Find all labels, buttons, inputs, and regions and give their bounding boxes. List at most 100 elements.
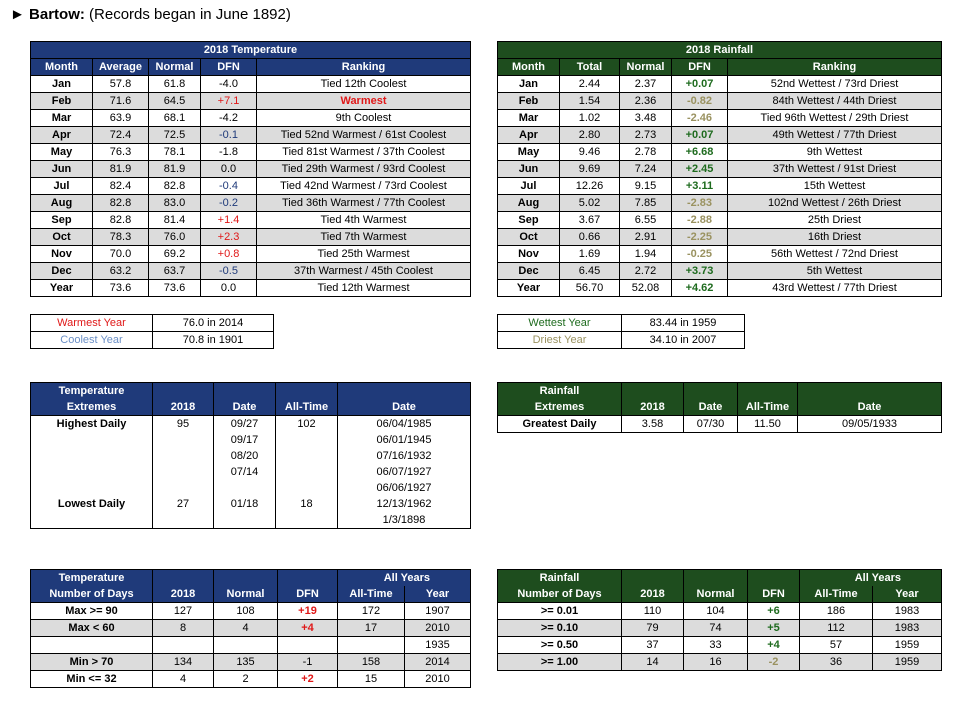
temp-normal: 81.4	[148, 211, 201, 229]
temp-ext-header-2: Extremes	[30, 399, 153, 416]
rain-ext-value-2018: 3.58	[621, 415, 684, 433]
rain-ranking: 43rd Wettest / 77th Driest	[727, 279, 942, 297]
temp-days-count-2018	[152, 636, 214, 654]
temp-days-label: Min <= 32	[30, 670, 153, 688]
temp-row: Nov 70.0 69.2 +0.8 Tied 25th Warmest	[30, 245, 471, 263]
temp-dfn: -4.0	[200, 75, 257, 93]
rain-row: Feb 1.54 2.36 -0.82 84th Wettest / 44th Drie…	[497, 92, 942, 110]
temp-days-row: Max < 60 8 4 +4 17 2010	[30, 619, 471, 637]
temp-days-year: 2010	[404, 670, 471, 688]
rainfall-table-title: 2018 Rainfall	[497, 41, 942, 59]
rain-month: Year	[497, 279, 560, 297]
temp-normal: 81.9	[148, 160, 201, 178]
temp-ext-row: Lowest Daily 27 01/18 18 12/13/1962	[30, 496, 471, 512]
temperature-days-table: Temperature 2018 Normal DFN All Years Nu…	[30, 569, 471, 688]
rain-days-dfn: +4	[747, 636, 800, 654]
temp-ranking: Tied 42nd Warmest / 73rd Coolest	[256, 177, 471, 195]
rain-normal: 1.94	[619, 245, 672, 263]
temp-value: 73.6	[92, 279, 149, 297]
temp-days-label: Max >= 90	[30, 602, 153, 620]
temp-ranking: 9th Coolest	[256, 109, 471, 127]
temp-row: Sep 82.8 81.4 +1.4 Tied 4th Warmest	[30, 211, 471, 229]
rain-year-record-row: Driest Year 34.10 in 2007	[497, 331, 745, 349]
rain-days-normal: 104	[683, 602, 748, 620]
rain-year-record-row: Wettest Year 83.44 in 1959	[497, 314, 745, 332]
rain-days-alltime: 57	[799, 636, 873, 654]
rain-value: 6.45	[559, 262, 620, 280]
rain-normal: 2.78	[619, 143, 672, 161]
temp-ext-value-alltime: 102	[275, 415, 338, 432]
temp-ext-label	[30, 480, 153, 496]
temp-month: Mar	[30, 109, 93, 127]
temp-days-header-1: Temperature	[30, 569, 153, 586]
temp-normal: 73.6	[148, 279, 201, 297]
rain-col-total: Total	[559, 58, 620, 76]
rain-days-count-2018: 14	[621, 653, 684, 671]
temp-days-col-normal: Normal	[213, 569, 278, 603]
rain-year-record-value: 34.10 in 2007	[621, 331, 745, 349]
rain-days-row: >= 0.50 37 33 +4 57 1959	[497, 636, 942, 654]
rain-row: Sep 3.67 6.55 -2.88 25th Driest	[497, 211, 942, 229]
temp-row: Jul 82.4 82.8 -0.4 Tied 42nd Warmest / 73rd …	[30, 177, 471, 195]
rain-days-count-2018: 37	[621, 636, 684, 654]
rain-normal: 2.91	[619, 228, 672, 246]
temp-days-col-year: Year	[404, 586, 471, 603]
rain-value: 12.26	[559, 177, 620, 195]
temp-normal: 64.5	[148, 92, 201, 110]
temp-ext-col-date2: Date	[337, 382, 471, 416]
temp-value: 63.2	[92, 262, 149, 280]
temp-month: Aug	[30, 194, 93, 212]
rain-days-col-alltime: All-Time	[799, 586, 873, 603]
rain-normal: 7.85	[619, 194, 672, 212]
temp-value: 63.9	[92, 109, 149, 127]
rain-dfn: -0.25	[671, 245, 728, 263]
rain-month: May	[497, 143, 560, 161]
station-name: Bartow:	[29, 6, 85, 23]
rain-ext-col-date2: Date	[797, 382, 942, 416]
rain-days-col-year: Year	[872, 586, 942, 603]
temp-year-record-row: Warmest Year 76.0 in 2014	[30, 314, 274, 332]
temp-row: Oct 78.3 76.0 +2.3 Tied 7th Warmest	[30, 228, 471, 246]
rain-days-year: 1983	[872, 619, 942, 637]
temp-month: Jun	[30, 160, 93, 178]
temp-days-dfn: -1	[277, 653, 338, 671]
rain-year-record-label: Driest Year	[497, 331, 622, 349]
page-title: ► Bartow: (Records began in June 1892)	[10, 6, 291, 23]
rain-value: 2.80	[559, 126, 620, 144]
rain-value: 9.46	[559, 143, 620, 161]
rain-days-normal: 33	[683, 636, 748, 654]
rain-days-col-dfn: DFN	[747, 569, 800, 603]
temp-month: Jul	[30, 177, 93, 195]
temp-ext-value-2018	[152, 432, 214, 448]
rain-days-all-years: All Years	[799, 569, 942, 586]
temp-dfn: +2.3	[200, 228, 257, 246]
rain-month: Oct	[497, 228, 560, 246]
temp-col-ranking: Ranking	[256, 58, 471, 76]
rain-month: Dec	[497, 262, 560, 280]
rain-days-year: 1983	[872, 602, 942, 620]
rain-dfn: -2.46	[671, 109, 728, 127]
temp-row: Year 73.6 73.6 0.0 Tied 12th Warmest	[30, 279, 471, 297]
temp-ext-row: Highest Daily 95 09/27 102 06/04/1985	[30, 415, 471, 432]
rain-year-record-value: 83.44 in 1959	[621, 314, 745, 332]
rain-days-col-normal: Normal	[683, 569, 748, 603]
temp-normal: 82.8	[148, 177, 201, 195]
temp-days-row: 1935	[30, 636, 471, 654]
temp-ranking: Tied 81st Warmest / 37th Coolest	[256, 143, 471, 161]
rain-value: 3.67	[559, 211, 620, 229]
rain-row: Mar 1.02 3.48 -2.46 Tied 96th Wettest / 29th…	[497, 109, 942, 127]
rain-days-label: >= 0.01	[497, 602, 622, 620]
temp-dfn: 0.0	[200, 279, 257, 297]
temp-ext-date-2018: 09/27	[213, 415, 276, 432]
rain-row: May 9.46 2.78 +6.68 9th Wettest	[497, 143, 942, 161]
temp-value: 57.8	[92, 75, 149, 93]
temp-ext-row: 07/14 06/07/1927	[30, 464, 471, 480]
temp-month: May	[30, 143, 93, 161]
temp-value: 78.3	[92, 228, 149, 246]
rain-ext-value-alltime: 11.50	[737, 415, 798, 433]
temp-row: Dec 63.2 63.7 -0.5 37th Warmest / 45th Coole…	[30, 262, 471, 280]
rain-month: Jan	[497, 75, 560, 93]
rain-value: 9.69	[559, 160, 620, 178]
rain-dfn: -2.83	[671, 194, 728, 212]
temp-value: 70.0	[92, 245, 149, 263]
